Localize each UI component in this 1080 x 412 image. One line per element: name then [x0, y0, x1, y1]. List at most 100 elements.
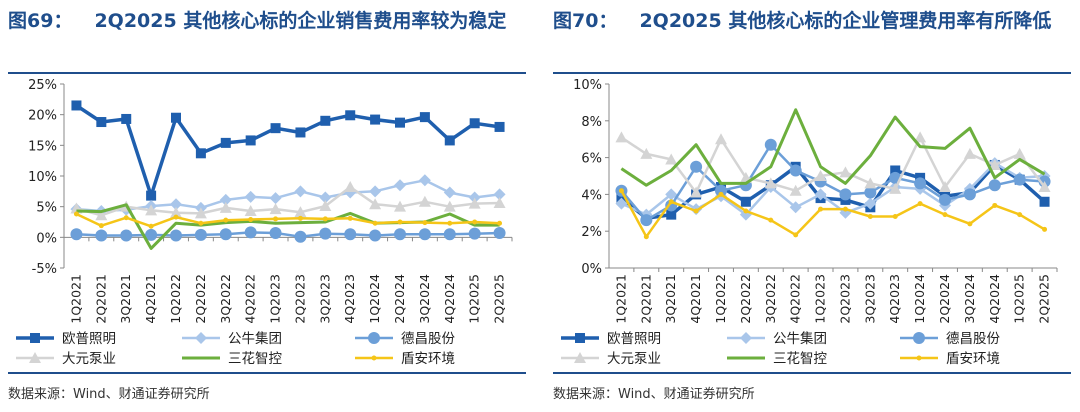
data-point [320, 115, 331, 126]
y-tick-label: 10% [573, 78, 602, 93]
data-point [493, 227, 506, 240]
legend-label: 三花智控 [228, 351, 282, 367]
x-tick-label: 2Q2023 [292, 274, 307, 324]
legend-item: 盾安环境 [355, 351, 455, 367]
data-point [789, 201, 802, 214]
data-point [223, 217, 229, 223]
legend-marker [740, 332, 752, 344]
source-rule [8, 372, 526, 374]
data-point [294, 185, 307, 198]
series-line [620, 190, 1046, 238]
data-point [369, 198, 382, 210]
data-point [917, 201, 923, 207]
figure-title-text: 2Q2025 其他核心标的企业管理费用率有所降低 [639, 10, 1052, 32]
series-公牛集团 [70, 174, 506, 217]
data-point [967, 221, 973, 227]
data-point [319, 191, 332, 204]
admin-expense-ratio-chart: 10% 8% 6% 4% 2% 0% 1Q2021 2Q2021 3Q2021 4Q2021 1Q2… [561, 78, 1058, 367]
figure-69: 图69： 2Q2025 其他核心标的企业销售费用率较为稳定 25% 20% 15% 10… [0, 0, 535, 412]
x-tick-label: 4Q2024 [442, 274, 457, 324]
data-point [666, 209, 677, 220]
data-point [693, 208, 699, 214]
x-tick-label: 3Q2022 [218, 274, 233, 324]
data-point [173, 214, 179, 220]
data-point [219, 193, 232, 206]
data-point [789, 164, 802, 177]
data-point [148, 223, 154, 229]
x-tick-label: 3Q2024 [962, 274, 977, 324]
legend-label: 大元泵业 [607, 351, 661, 367]
legend-label: 大元泵业 [62, 351, 116, 367]
data-point [618, 188, 624, 194]
data-point [372, 220, 378, 226]
series-德昌股份 [70, 226, 506, 243]
data-point [369, 185, 382, 198]
x-tick-label: 4Q2022 [243, 274, 258, 324]
legend-item: 三花智控 [727, 351, 827, 367]
data-point [443, 186, 456, 199]
data-point [220, 137, 231, 148]
data-point [444, 135, 455, 146]
y-tick-label: 0% [36, 231, 57, 246]
data-point [715, 184, 727, 197]
data-point [71, 100, 82, 111]
legend-item: 公牛集团 [727, 331, 827, 347]
source-note: 数据来源：Wind、财通证券研究所 [8, 387, 210, 402]
data-point [640, 214, 653, 227]
x-tick-label: 3Q2022 [763, 274, 778, 324]
data-point [70, 228, 83, 241]
data-point [418, 228, 431, 241]
data-point [269, 227, 282, 240]
legend-label: 公牛集团 [773, 331, 827, 347]
legend-label: 公牛集团 [228, 331, 282, 347]
data-point [739, 208, 752, 221]
data-point [418, 195, 431, 207]
data-point [170, 198, 182, 211]
data-point [344, 181, 357, 193]
legend-label: 德昌股份 [946, 331, 1000, 347]
data-point [839, 166, 852, 178]
x-tick-label: 1Q2021 [613, 274, 628, 324]
data-point [170, 206, 182, 218]
data-point [690, 186, 703, 198]
data-point [939, 193, 951, 206]
data-point [120, 229, 133, 242]
y-tick-label: 25% [28, 78, 57, 93]
series-line [76, 179, 500, 213]
data-point [939, 181, 951, 193]
x-tick-label: 2Q2024 [392, 274, 407, 324]
data-point [294, 230, 307, 243]
data-point [718, 191, 724, 197]
data-point [793, 232, 799, 238]
x-tick-label: 2Q2025 [1037, 274, 1052, 324]
series-line [76, 231, 500, 238]
data-point [443, 200, 456, 212]
data-point [395, 117, 405, 128]
figure-number: 图70： [553, 10, 618, 32]
legend-marker [195, 332, 207, 344]
data-point [963, 147, 976, 159]
legend-label: 盾安环境 [401, 351, 455, 367]
x-tick-label: 1Q2023 [813, 274, 828, 324]
legend-marker [29, 352, 41, 363]
data-point [244, 226, 257, 239]
figure-title: 图70： 2Q2025 其他核心标的企业管理费用率有所降低 [553, 4, 1073, 39]
y-tick-label: 4% [581, 188, 602, 203]
data-point [195, 148, 206, 159]
legend-label: 欧普照明 [607, 331, 661, 347]
series-欧普照明 [71, 100, 505, 201]
data-point [640, 147, 653, 159]
x-tick-label: 4Q2023 [342, 274, 357, 324]
data-point [668, 199, 674, 205]
data-point [422, 220, 428, 226]
data-point [248, 217, 254, 223]
data-point [665, 188, 678, 201]
data-point [890, 165, 901, 176]
legend-item: 大元泵业 [561, 351, 661, 367]
data-point [344, 228, 357, 241]
x-tick-label: 4Q2022 [788, 274, 803, 324]
legend-label: 德昌股份 [401, 331, 455, 347]
data-point [789, 184, 802, 196]
y-tick-label: 0% [581, 262, 602, 277]
data-point [988, 158, 1001, 170]
